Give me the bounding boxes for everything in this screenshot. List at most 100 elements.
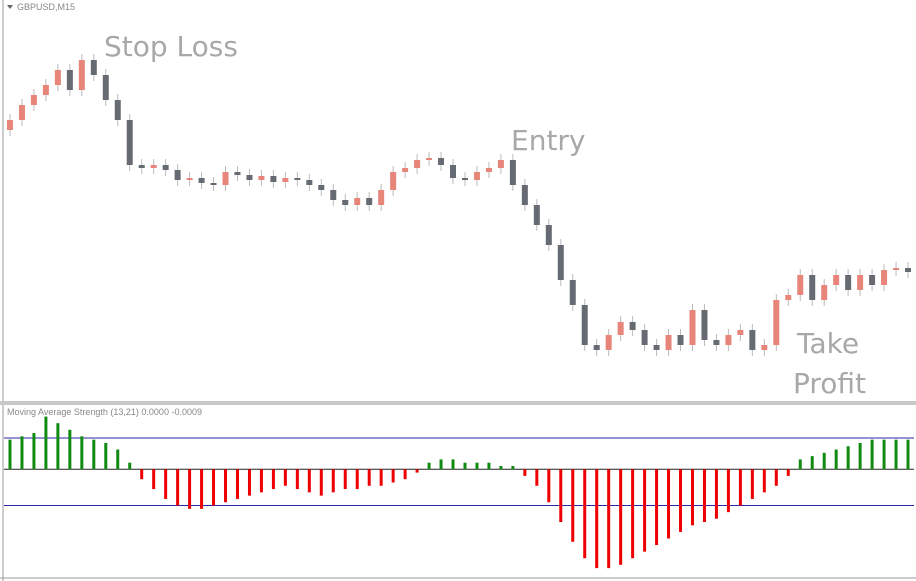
histogram-bar [679,469,683,532]
candle-body [905,268,912,272]
histogram-bar [894,439,898,470]
histogram-bar [20,436,24,470]
candle-body [330,190,337,200]
candle-body [701,310,708,340]
histogram-bar [846,446,850,470]
histogram-bar [595,469,599,569]
histogram-bar [427,462,431,470]
histogram-bar [56,423,60,470]
candle-body [186,178,193,180]
candle-body [198,178,205,183]
histogram-bar [667,469,671,539]
candle-body [725,335,732,345]
candle-body [306,180,313,185]
histogram-bar [140,469,144,480]
candle-body [42,85,49,95]
histogram-bar [188,469,192,509]
candle-body [246,175,253,180]
histogram-bar [619,469,623,565]
histogram-bar [200,469,204,509]
histogram-bar [32,433,36,470]
candle-body [366,198,373,205]
candle-body [677,335,684,345]
histogram-bar [547,469,551,503]
candle-body [438,158,445,165]
histogram-bar [714,469,718,519]
histogram-bar [607,469,611,569]
candle-body [30,95,37,105]
histogram-bar [80,436,84,470]
candle-body [78,60,85,90]
histogram-bar [331,469,335,493]
histogram-bar [212,469,216,506]
candle-body [881,270,888,285]
histogram-bar [810,456,814,470]
histogram-bar [655,469,659,546]
histogram-bar [834,449,838,470]
annotation: Entry [511,124,586,157]
candle-body [414,160,421,168]
histogram-bar [343,469,347,490]
candle-body [114,100,121,120]
candle-body [222,172,229,185]
candle-body [6,120,13,130]
dropdown-icon [7,5,13,9]
histogram-bar [858,442,862,470]
histogram-bar [750,469,754,499]
candle-body [869,275,876,285]
histogram-bar [307,469,311,493]
histogram-bar [583,469,587,559]
candle-body [162,165,169,170]
candle-body [557,245,564,280]
histogram-bar [487,462,491,470]
annotation: Profit [793,367,866,400]
candle-body [102,75,109,100]
candle-body [569,280,576,305]
candle-body [174,170,181,180]
histogram-bar [379,469,383,486]
candle-body [509,160,516,185]
histogram-bar [271,469,275,490]
candle-body [450,165,457,178]
histogram-bar [128,462,132,470]
histogram-bar [355,469,359,490]
candle-body [234,172,241,175]
candle-body [378,190,385,205]
candle-body [126,120,133,165]
candle-body [773,300,780,345]
candle-body [270,176,277,182]
candle-body [581,305,588,345]
candle-body [294,178,301,180]
candle-body [90,60,97,75]
candle-body [533,205,540,225]
histogram-bar [475,462,479,470]
candle-body [66,70,73,90]
candle-body [749,330,756,350]
candle-body [282,178,289,182]
histogram-bar [882,439,886,470]
histogram-bar [8,439,12,470]
candle-body [653,345,660,350]
histogram-bar [870,439,874,470]
candle-body [461,178,468,180]
candle-body [809,275,816,300]
histogram-bar [92,439,96,470]
candle-body [605,335,612,350]
histogram-bar [738,469,742,506]
histogram-bar [631,469,635,559]
histogram-bar [499,466,503,470]
histogram-bar [906,439,910,470]
candle-body [390,172,397,190]
candle-body [833,275,840,285]
histogram-bar [247,469,251,496]
histogram-bar [523,469,527,476]
histogram-bar [439,459,443,470]
candle-body [641,330,648,345]
histogram-bar [451,459,455,470]
histogram-bar [259,469,263,493]
histogram-bar [403,469,407,480]
histogram-bar [44,416,48,470]
candle-body [318,185,325,190]
histogram-bar [463,462,467,470]
